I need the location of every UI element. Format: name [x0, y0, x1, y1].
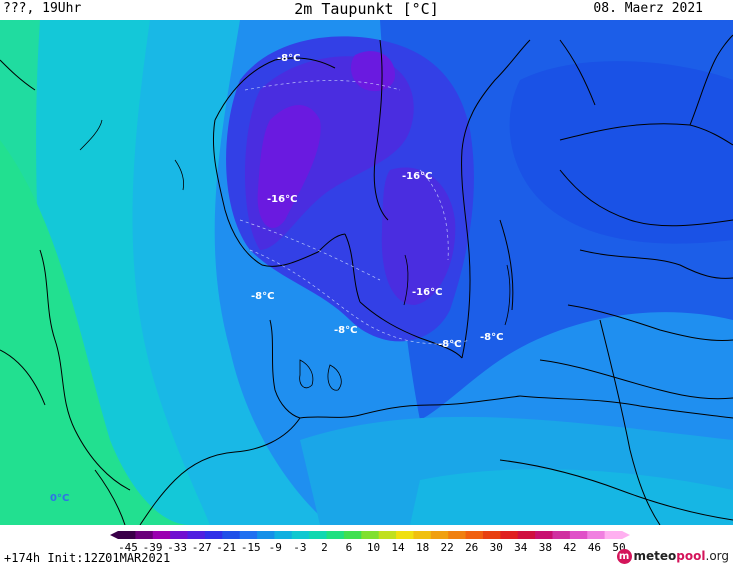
colorbar-swatch — [309, 531, 328, 539]
isoline-label: -16°C — [412, 287, 442, 298]
colorbar-swatch — [187, 531, 206, 539]
colorbar-tick-label: 46 — [587, 541, 602, 554]
map-header: ???, 19Uhr 2m Taupunkt [°C] 08. Maerz 20… — [0, 0, 733, 20]
colorbar-tick-label: -3 — [293, 541, 307, 554]
colorbar-swatch — [448, 531, 467, 539]
isoline-label: 0°C — [50, 493, 69, 504]
map-title: 2m Taupunkt [°C] — [294, 0, 439, 18]
colorbar-swatch — [239, 531, 258, 539]
colorbar-swatch — [500, 531, 519, 539]
colorbar-swatch — [135, 531, 154, 539]
isoline-label: -8°C — [251, 291, 274, 302]
colorbar-ticks: -45 -39 -33 -27 -21 -15 -9 -3 2 6 10 14 18 22 26 30 34 38… — [0, 541, 733, 555]
colorbar-swatch — [430, 531, 449, 539]
isoline-label: -16°C — [267, 194, 297, 205]
brand-part-c: .org — [705, 549, 730, 563]
colorbar-swatch — [396, 531, 414, 539]
colorbar-tick-label: 14 — [391, 541, 405, 554]
colorbar-arrow-right — [622, 531, 630, 539]
colorbar-swatch — [204, 531, 223, 539]
isoline-label: -16°C — [402, 171, 432, 182]
colorbar-tick-label: 34 — [514, 541, 528, 554]
colorbar-swatch — [118, 531, 136, 539]
colorbar-tick-label: 2 — [321, 541, 328, 554]
colorbar-swatch — [482, 531, 501, 539]
colorbar-swatch — [413, 531, 432, 539]
colorbar-tick-label: 42 — [563, 541, 577, 554]
isoline-label: -8°C — [480, 332, 503, 343]
colorbar-swatch — [257, 531, 275, 539]
colorbar-tick-label: 10 — [366, 541, 381, 554]
forecast-time: ???, 19Uhr — [3, 1, 82, 16]
brand-part-b: pool — [676, 549, 706, 563]
colorbar-tick-label: -39 — [142, 541, 163, 554]
map-footer: -45 -39 -33 -27 -21 -15 -9 -3 2 6 10 14 18 22 26 30 34 38… — [0, 525, 733, 566]
colorbar-tick-label: -27 — [191, 541, 212, 554]
brand-part-a: meteo — [633, 549, 677, 563]
colorbar-arrow-left — [110, 531, 118, 539]
isoline-label: -8°C — [334, 325, 357, 336]
colorbar-swatch — [517, 531, 536, 539]
colorbar-swatch — [222, 531, 241, 539]
isoline-label: -8°C — [438, 339, 461, 350]
colorbar-tick-label: -21 — [216, 541, 237, 554]
init-time: +174h Init:12Z01MAR2021 — [4, 551, 171, 565]
colorbar-swatch — [552, 531, 571, 539]
colorbar-swatch — [343, 531, 362, 539]
colorbar-swatch — [535, 531, 553, 539]
colorbar-swatch — [587, 531, 606, 539]
colorbar-tick-label: 18 — [415, 541, 430, 554]
colorbar-tick-label: 26 — [465, 541, 479, 554]
colorbar-tick-label: 30 — [489, 541, 503, 554]
colorbar-tick-label: -45 — [118, 541, 138, 554]
colorbar-swatch — [604, 531, 623, 539]
colorbar-tick-label: -33 — [167, 541, 188, 554]
colorbar-tick-label: 38 — [538, 541, 552, 554]
colorbar-swatch — [465, 531, 484, 539]
colorbar-swatch — [152, 531, 171, 539]
colorbar-tick-label: 22 — [440, 541, 454, 554]
colorbar-tick-label: -15 — [240, 541, 261, 554]
isoline-label: -8°C — [277, 53, 300, 64]
colorbar-swatch — [291, 531, 310, 539]
dewpoint-map: -8°C -16°C -16°C -8°C -8°C -16°C -8°C -8… — [0, 20, 733, 525]
forecast-date: 08. Maerz 2021 — [593, 1, 703, 16]
brand-logo[interactable]: m meteo pool .org — [616, 547, 730, 565]
colorbar-tick-label: 6 — [345, 541, 353, 554]
colorbar-tick-label: -9 — [268, 541, 282, 554]
colorbar-swatch — [170, 531, 189, 539]
colorbar-swatch — [378, 531, 397, 539]
colorbar-swatch — [274, 531, 293, 539]
colorbar — [110, 531, 630, 539]
colorbar-swatch — [569, 531, 588, 539]
meteopool-logo-icon: m — [616, 548, 632, 564]
colorbar-swatch — [361, 531, 380, 539]
colorbar-swatch — [326, 531, 345, 539]
